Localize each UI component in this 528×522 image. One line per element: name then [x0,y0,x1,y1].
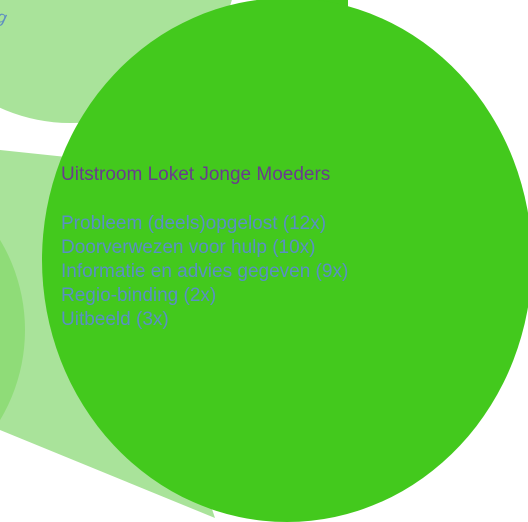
bubble-item: Probleem (deels)opgelost (12x) [61,213,327,234]
bubble-item: Doorverwezen voor hulp (10x) [61,237,316,258]
background-bubble-left [0,239,25,421]
main-bubble[interactable] [42,0,528,522]
bubble-item: Uitbeeld (3x) [61,309,169,330]
bubble-item-list: Probleem (deels)opgelost (12x) Doorverwe… [61,212,501,332]
bubble-title: Uitstroom Loket Jonge Moeders [61,164,331,185]
bubble-item: Informatie en advies gegeven (9x) [61,261,349,282]
bubble-item: Regio-binding (2x) [61,285,217,306]
bubble-content: Uitstroom Loket Jonge Moeders Probleem (… [61,164,501,332]
